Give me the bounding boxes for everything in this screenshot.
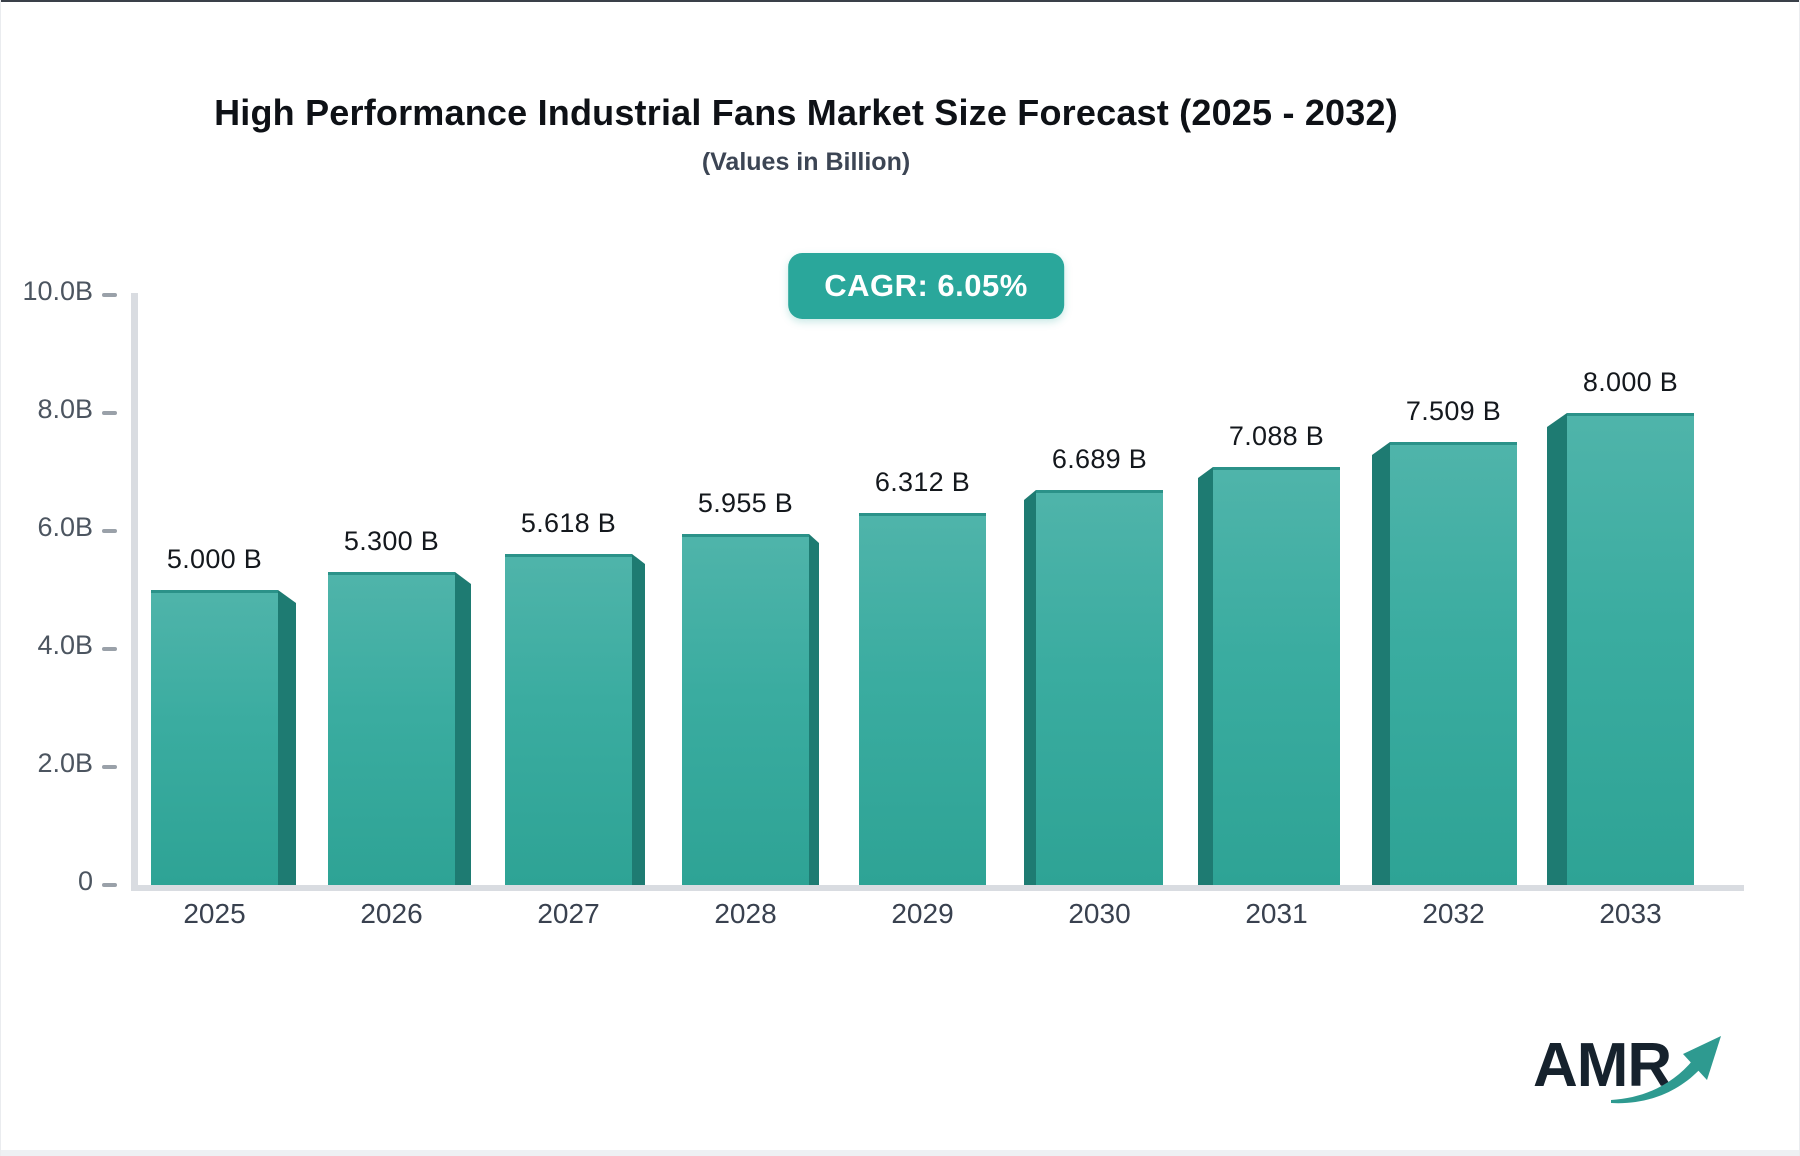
y-axis-tick <box>102 765 117 769</box>
y-axis-line <box>131 293 138 891</box>
bar-side <box>455 572 471 885</box>
bar-face <box>859 513 986 885</box>
y-axis-tick-label: 10.0B <box>22 276 93 306</box>
chart-title: High Performance Industrial Fans Market … <box>214 92 1398 133</box>
window-top-edge <box>1 0 1799 2</box>
y-axis-tick <box>102 411 117 415</box>
x-axis-label: 2027 <box>537 898 600 929</box>
bar-face <box>1213 467 1340 885</box>
bar-face <box>1390 442 1517 885</box>
x-axis-label: 2031 <box>1245 898 1308 929</box>
y-axis-tick <box>102 529 117 533</box>
bar-side <box>1547 413 1567 885</box>
bar-side <box>1198 467 1213 885</box>
bar-side <box>809 534 819 885</box>
growth-arrow-icon <box>1611 1036 1721 1104</box>
y-axis-tick-label: 8.0B <box>37 394 93 424</box>
bar-face <box>1036 490 1163 885</box>
bar-value-label: 5.618 B <box>520 508 617 538</box>
y-axis-tick <box>102 647 117 651</box>
bar-side <box>1372 442 1390 885</box>
amr-logo: AMR <box>1533 1030 1723 1120</box>
bar-face <box>682 534 809 885</box>
bar-value-label: 5.955 B <box>697 488 794 518</box>
bar-face <box>1567 413 1694 885</box>
y-axis-tick-label: 2.0B <box>37 748 93 778</box>
x-axis-label: 2025 <box>183 898 246 929</box>
x-axis-label: 2026 <box>360 898 423 929</box>
y-axis-tick <box>102 883 117 887</box>
bar-side <box>1024 490 1036 885</box>
bar-value-label: 8.000 B <box>1582 367 1679 397</box>
window-bottom-edge <box>1 1150 1799 1156</box>
cagr-badge: CAGR: 6.05% <box>788 253 1064 319</box>
x-axis-label: 2028 <box>714 898 777 929</box>
amr-logo-text: AMR <box>1533 1031 1672 1100</box>
x-axis-label: 2030 <box>1068 898 1131 929</box>
bar-value-label: 5.300 B <box>343 526 440 556</box>
bar-value-label: 6.689 B <box>1051 444 1148 474</box>
bar-value-label: 7.088 B <box>1228 421 1325 451</box>
bar-face <box>328 572 455 885</box>
y-axis-tick-label: 4.0B <box>37 630 93 660</box>
bar-value-label: 7.509 B <box>1405 396 1502 426</box>
x-axis-label: 2029 <box>891 898 954 929</box>
bar-face <box>505 554 632 885</box>
bar-side <box>632 554 645 885</box>
bar-face <box>151 590 278 885</box>
y-axis-tick <box>102 293 117 297</box>
chart-subtitle: (Values in Billion) <box>701 148 911 176</box>
x-axis-label: 2033 <box>1599 898 1662 929</box>
bar-value-label: 6.312 B <box>874 467 971 497</box>
bar-side <box>278 590 296 885</box>
x-axis-line <box>131 885 1744 891</box>
y-axis-tick-label: 6.0B <box>37 512 93 542</box>
bar-value-label: 5.000 B <box>166 544 263 574</box>
x-axis-label: 2032 <box>1422 898 1485 929</box>
y-axis-tick-label: 0 <box>77 866 93 896</box>
